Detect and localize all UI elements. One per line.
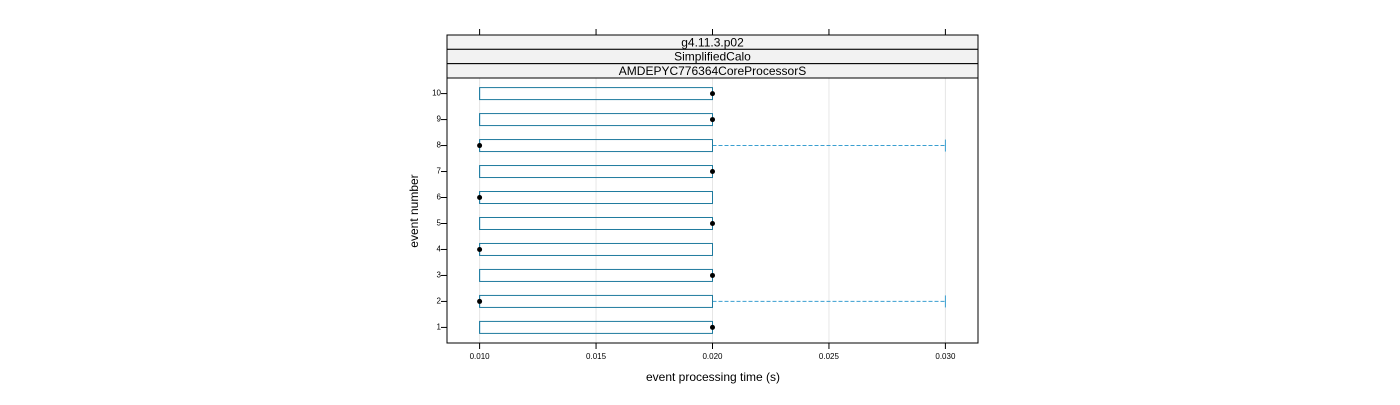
x-tick-label: 0.025 xyxy=(819,352,840,361)
x-axis-title: event processing time (s) xyxy=(646,370,780,384)
strip-label: AMDEPYC776364CoreProcessorS xyxy=(619,64,806,78)
median-dot xyxy=(477,246,483,252)
median-dot xyxy=(710,324,715,330)
y-tick-label: 3 xyxy=(437,271,442,280)
median-dot xyxy=(710,220,715,226)
y-tick-label: 9 xyxy=(437,115,442,124)
median-dot xyxy=(710,91,715,97)
y-axis-title: event number xyxy=(407,174,421,247)
y-tick-label: 6 xyxy=(437,193,442,202)
y-tick-label: 7 xyxy=(437,167,442,176)
strip-label: SimplifiedCalo xyxy=(674,50,751,64)
y-tick-label: 5 xyxy=(437,219,442,228)
y-tick-label: 8 xyxy=(437,141,442,150)
y-tick-label: 10 xyxy=(432,89,441,98)
x-tick-label: 0.020 xyxy=(702,352,723,361)
x-tick-label: 0.030 xyxy=(935,352,956,361)
y-tick-label: 2 xyxy=(437,297,442,306)
strip-label: g4.11.3.p02 xyxy=(681,35,744,49)
median-dot xyxy=(710,117,715,123)
x-tick-label: 0.015 xyxy=(586,352,607,361)
y-tick-label: 4 xyxy=(437,245,442,254)
y-tick-label: 1 xyxy=(437,323,442,332)
median-dot xyxy=(477,143,483,149)
median-dot xyxy=(710,272,715,278)
median-dot xyxy=(477,195,483,201)
median-dot xyxy=(477,298,483,304)
x-tick-label: 0.010 xyxy=(470,352,491,361)
strip xyxy=(446,63,979,79)
median-dot xyxy=(710,169,715,175)
